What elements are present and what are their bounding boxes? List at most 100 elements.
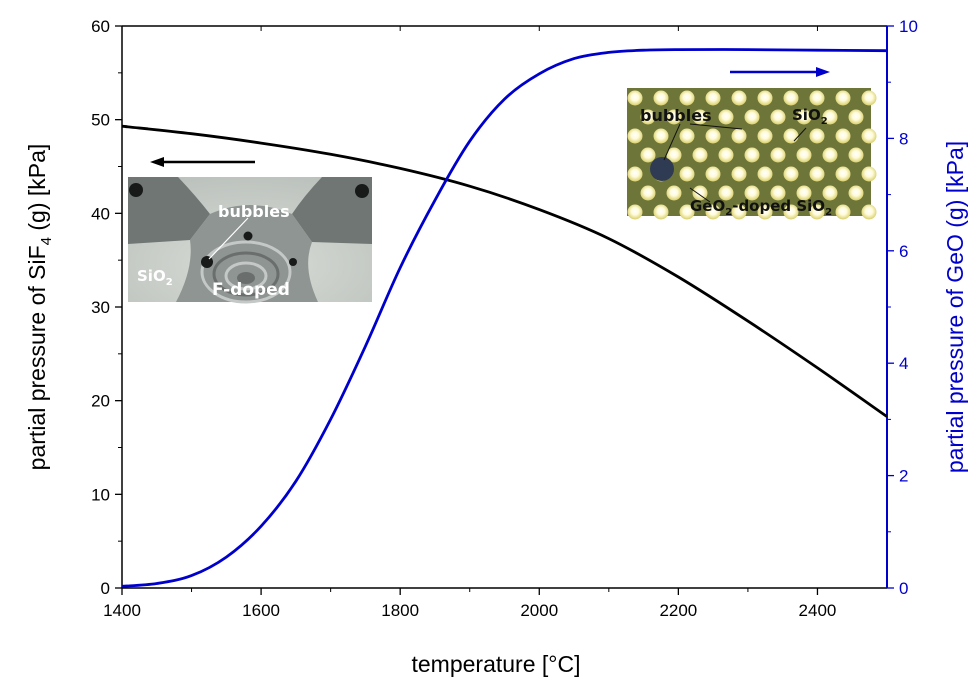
micrograph-dot — [796, 147, 812, 163]
inset-left-dark-region-left — [128, 177, 210, 244]
x-tick-label: 2000 — [520, 601, 558, 620]
micrograph-dot — [731, 90, 747, 106]
micrograph-dot — [666, 147, 682, 163]
micrograph-dot — [705, 128, 721, 144]
micrograph-dot — [835, 128, 851, 144]
micrograph-dot — [822, 147, 838, 163]
micrograph-dot — [757, 204, 773, 220]
micrograph-dot — [861, 166, 877, 182]
micrograph-dot — [744, 109, 760, 125]
y-left-tick-label: 20 — [91, 392, 110, 411]
micrograph-dot — [679, 166, 695, 182]
y-right-tick-label: 8 — [899, 129, 908, 148]
micrograph-dot — [692, 185, 708, 201]
micrograph-dot — [809, 90, 825, 106]
micrograph-dot — [809, 166, 825, 182]
inset-right-label-sio2: SiO2 — [792, 106, 828, 127]
inset-left-label-bubbles: bubbles — [218, 202, 290, 221]
micrograph-dot — [705, 204, 721, 220]
micrograph-dot — [627, 166, 643, 182]
y-right-tick-label: 6 — [899, 242, 908, 261]
micrograph-dot — [653, 204, 669, 220]
y-left-tick-label: 10 — [91, 485, 110, 504]
direction-arrows — [150, 67, 830, 167]
micrograph-dot — [757, 166, 773, 182]
micrograph-dot — [731, 166, 747, 182]
inset-left-micrograph: bubbles SiO2 F-doped — [128, 177, 372, 304]
micrograph-dot — [757, 90, 773, 106]
x-tick-label: 2400 — [799, 601, 837, 620]
inset-right-micrograph: bubbles SiO2 GeO2-doped SiO2 — [627, 88, 877, 220]
micrograph-dot — [640, 109, 656, 125]
micrograph-dot — [861, 204, 877, 220]
y-right-tick-label: 0 — [899, 579, 908, 598]
micrograph-dot — [796, 109, 812, 125]
inset-left-label-f-doped: F-doped — [212, 280, 290, 300]
micrograph-dot — [783, 128, 799, 144]
micrograph-dot — [835, 166, 851, 182]
inset-left-bubbles — [129, 183, 369, 268]
y-left-tick-label: 0 — [101, 579, 110, 598]
series-line-geo — [122, 48, 887, 588]
micrograph-dot — [809, 204, 825, 220]
y-left-tick-label: 50 — [91, 111, 110, 130]
series-line-sif4 — [122, 124, 887, 418]
micrograph-dot — [731, 204, 747, 220]
micrograph-dot — [770, 109, 786, 125]
micrograph-dot — [757, 128, 773, 144]
micrograph-dot — [848, 109, 864, 125]
micrograph-dot — [770, 185, 786, 201]
micrograph-dot — [822, 109, 838, 125]
micrograph-dot — [692, 109, 708, 125]
micrograph-dot — [822, 185, 838, 201]
y-right-tick-label: 2 — [899, 467, 908, 486]
x-tick-label: 1800 — [381, 601, 419, 620]
y-left-axis-title: partial pressure of SiF4 (g) [kPa] — [24, 144, 55, 471]
inset-right-pointer-lines — [663, 123, 807, 203]
inset-left-dark-region-right — [292, 177, 372, 244]
micrograph-dot — [666, 185, 682, 201]
micrograph-dot — [848, 147, 864, 163]
y-right-axis-title: partial pressure of GeO (g) [kPa] — [942, 141, 968, 473]
inset-right-label-geo2-doped-sio2: GeO2-doped SiO2 — [690, 197, 832, 218]
micrograph-dot — [705, 90, 721, 106]
micrograph-dot — [640, 147, 656, 163]
x-axis-title: temperature [°C] — [412, 651, 581, 677]
micrograph-dot — [666, 109, 682, 125]
micrograph-dot — [640, 185, 656, 201]
micrograph-dot — [744, 147, 760, 163]
micrograph-dot — [835, 204, 851, 220]
inset-right-large-bubble — [650, 157, 674, 181]
x-tick-label: 1600 — [242, 601, 280, 620]
x-tick-label: 2200 — [659, 601, 697, 620]
micrograph-dot — [809, 128, 825, 144]
micrograph-dot — [835, 90, 851, 106]
micrograph-dot — [627, 204, 643, 220]
micrograph-dot — [679, 128, 695, 144]
plot-area: 1400 1600 1800 2000 2200 2400 0 10 20 30 40 50 60 0 2 4… — [91, 17, 918, 620]
micrograph-dot — [705, 166, 721, 182]
inset-left-pointer-line — [208, 217, 249, 260]
micrograph-dot — [731, 128, 747, 144]
micrograph-dot — [861, 128, 877, 144]
micrograph-dot — [796, 185, 812, 201]
micrograph-dot — [783, 90, 799, 106]
micrograph-dot — [718, 109, 734, 125]
micrograph-dot — [653, 128, 669, 144]
micrograph-dot — [744, 185, 760, 201]
micrograph-dot — [692, 147, 708, 163]
micrograph-dot — [627, 128, 643, 144]
inset-right-label-bubbles: bubbles — [640, 106, 712, 125]
series-layer — [122, 48, 887, 588]
micrograph-dot — [718, 147, 734, 163]
micrograph-dot — [848, 185, 864, 201]
micrograph-dot — [783, 204, 799, 220]
micrograph-dot — [679, 90, 695, 106]
y-left-tick-label: 60 — [91, 17, 110, 36]
micrograph-dot — [627, 90, 643, 106]
arrow-left-head — [150, 157, 164, 167]
y-right-tick-label: 10 — [899, 17, 918, 36]
micrograph-dot — [718, 185, 734, 201]
micrograph-dot — [783, 166, 799, 182]
x-tick-label: 1400 — [103, 601, 141, 620]
